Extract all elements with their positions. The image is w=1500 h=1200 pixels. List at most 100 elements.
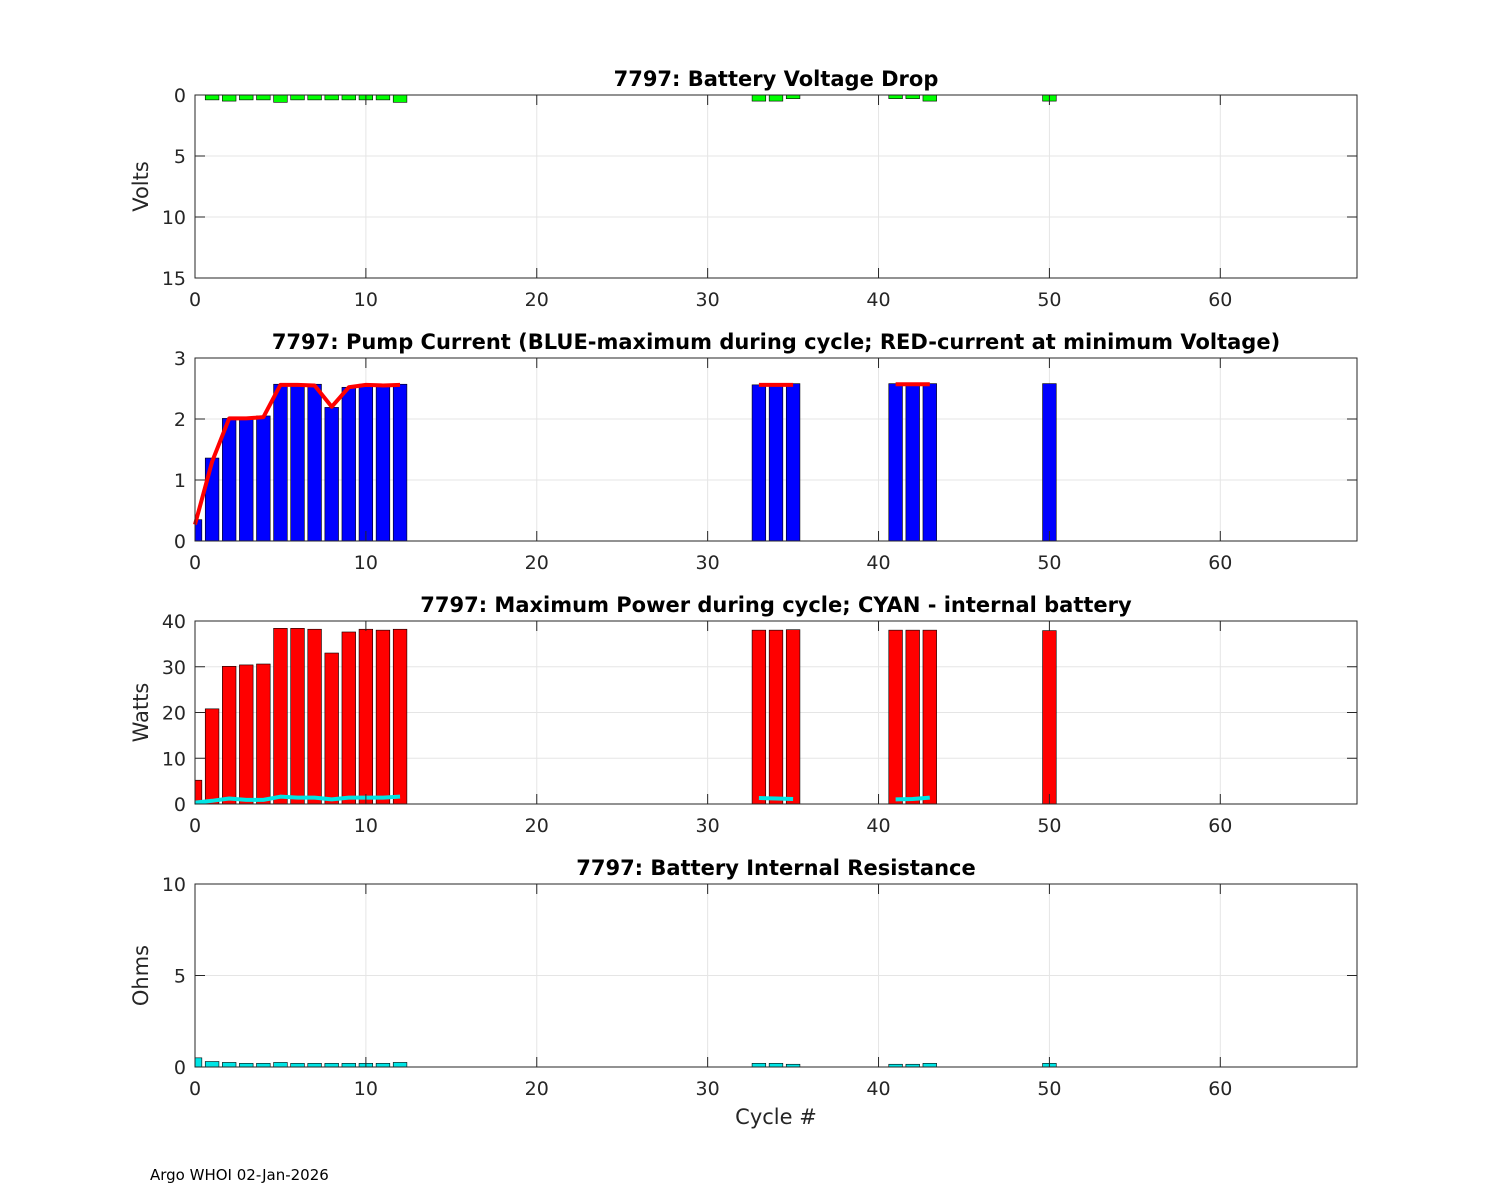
panel1-y-tick-label: 10: [162, 207, 186, 229]
panel2-x-tick-label: 30: [696, 552, 720, 574]
panel4-x-tick-label: 10: [354, 1078, 378, 1100]
panel1-x-tick-label: 50: [1037, 289, 1061, 311]
panel2-bar: [307, 383, 322, 542]
panel2-series-line: [193, 382, 401, 526]
panel4-bar: [922, 1063, 937, 1068]
panel1-bar: [922, 94, 937, 102]
panel2-bar: [905, 383, 920, 542]
panel2-bar: [375, 384, 391, 542]
panel4-title: 7797: Battery Internal Resistance: [576, 856, 976, 880]
panel1-bar: [239, 94, 254, 101]
panel4-bar: [768, 1063, 784, 1068]
panel3-bar: [922, 629, 937, 805]
panel3-bar: [751, 629, 767, 805]
panel4-x-tick-label: 0: [189, 1078, 201, 1100]
panel4-x-tick-label: 30: [696, 1078, 720, 1100]
panel1-title: 7797: Battery Voltage Drop: [614, 67, 939, 91]
panel3-bar: [358, 628, 374, 805]
panel1-bar: [375, 94, 391, 101]
panel3-y-tick-label: 40: [162, 611, 186, 633]
panel4-bar: [239, 1063, 254, 1068]
panel1-bar: [905, 94, 920, 99]
panel1-bar: [341, 94, 356, 101]
panel3-y-tick-label: 30: [162, 657, 186, 679]
panel2-axes-box: [194, 357, 1358, 542]
panel3-bar: [375, 629, 391, 805]
panel4-bar: [751, 1063, 767, 1068]
panel1-x-tick-label: 20: [525, 289, 549, 311]
panel4-x-tick-label: 20: [525, 1078, 549, 1100]
panel4-bar: [273, 1062, 288, 1068]
panel2-bar: [768, 383, 784, 542]
panel4-x-tick-label: 60: [1208, 1078, 1232, 1100]
panel1-y-tick-label: 0: [174, 85, 186, 107]
panel1-bar: [290, 94, 305, 101]
panel4-bar: [222, 1062, 237, 1068]
panel1-x-tick-label: 60: [1208, 289, 1232, 311]
panel3-x-tick-label: 20: [525, 815, 549, 837]
panel2-bar: [751, 384, 767, 542]
panel3-x-tick-label: 0: [189, 815, 201, 837]
panel3-bar: [307, 628, 322, 805]
panel4-x-axis-label: Cycle #: [735, 1105, 817, 1129]
panel4-bar: [375, 1063, 391, 1068]
panel2-x-tick-label: 50: [1037, 552, 1061, 574]
panel1-x-tick-label: 0: [189, 289, 201, 311]
panel3-y-tick-label: 10: [162, 748, 186, 770]
panel3-bar: [768, 629, 784, 805]
panel3-title: 7797: Maximum Power during cycle; CYAN -…: [420, 593, 1132, 617]
panel4-x-tick-label: 40: [866, 1078, 890, 1100]
panel1-bar: [768, 94, 784, 102]
panel2-bar: [1042, 383, 1057, 542]
panel4-bar: [307, 1063, 322, 1068]
panel3-bar: [290, 628, 305, 805]
panel1-bar: [307, 94, 322, 101]
panel4-y-tick-label: 10: [162, 874, 186, 896]
panel2-y-tick-label: 3: [174, 348, 186, 370]
panel4-bar: [194, 1057, 203, 1068]
panel2-bar: [358, 383, 374, 542]
panel1-bar: [888, 94, 903, 99]
panel1-bar: [324, 94, 339, 101]
panel3-bar: [1042, 630, 1057, 805]
panel4-bar: [324, 1063, 339, 1068]
panel1-x-tick-label: 10: [354, 289, 378, 311]
panel3-x-tick-label: 10: [354, 815, 378, 837]
panel4-y-tick-label: 0: [174, 1057, 186, 1079]
panel3-bar: [273, 628, 288, 805]
panel3-bar: [239, 664, 254, 805]
panel3-y-tick-label: 0: [174, 794, 186, 816]
panel2-x-tick-label: 60: [1208, 552, 1232, 574]
panel2-y-tick-label: 1: [174, 470, 186, 492]
panel3-y-tick-label: 20: [162, 703, 186, 725]
panel2-bar: [256, 415, 271, 542]
panel1-axes-box: [194, 94, 1358, 279]
panel2-bar: [239, 417, 254, 542]
panel3-x-tick-label: 40: [866, 815, 890, 837]
panel2-bar: [273, 383, 288, 542]
panel2-title: 7797: Pump Current (BLUE-maximum during …: [272, 330, 1280, 354]
panel1-y-tick-label: 5: [174, 146, 186, 168]
panel4-bar: [204, 1061, 220, 1068]
panel3-bar: [905, 629, 920, 805]
panel4-y-tick-label: 5: [174, 966, 186, 988]
panel3-x-tick-label: 60: [1208, 815, 1232, 837]
panel3-series-line: [758, 796, 794, 801]
panel1-bar: [751, 94, 767, 102]
panel1-x-tick-label: 40: [866, 289, 890, 311]
panel3-x-tick-label: 30: [696, 815, 720, 837]
panel1-bar: [204, 94, 220, 101]
panel2-x-tick-label: 20: [525, 552, 549, 574]
panel2-bar: [888, 383, 903, 542]
panel3-x-tick-label: 50: [1037, 815, 1061, 837]
panel1-bar: [273, 94, 288, 103]
panel1-bar: [256, 94, 271, 101]
panel2-bar: [341, 386, 356, 542]
panel2-x-tick-label: 0: [189, 552, 201, 574]
panel2-y-tick-label: 2: [174, 409, 186, 431]
panel3-bar: [204, 708, 220, 805]
panel2-bar: [204, 457, 220, 542]
panel2-bar: [222, 418, 237, 542]
panel2-y-tick-label: 0: [174, 531, 186, 553]
